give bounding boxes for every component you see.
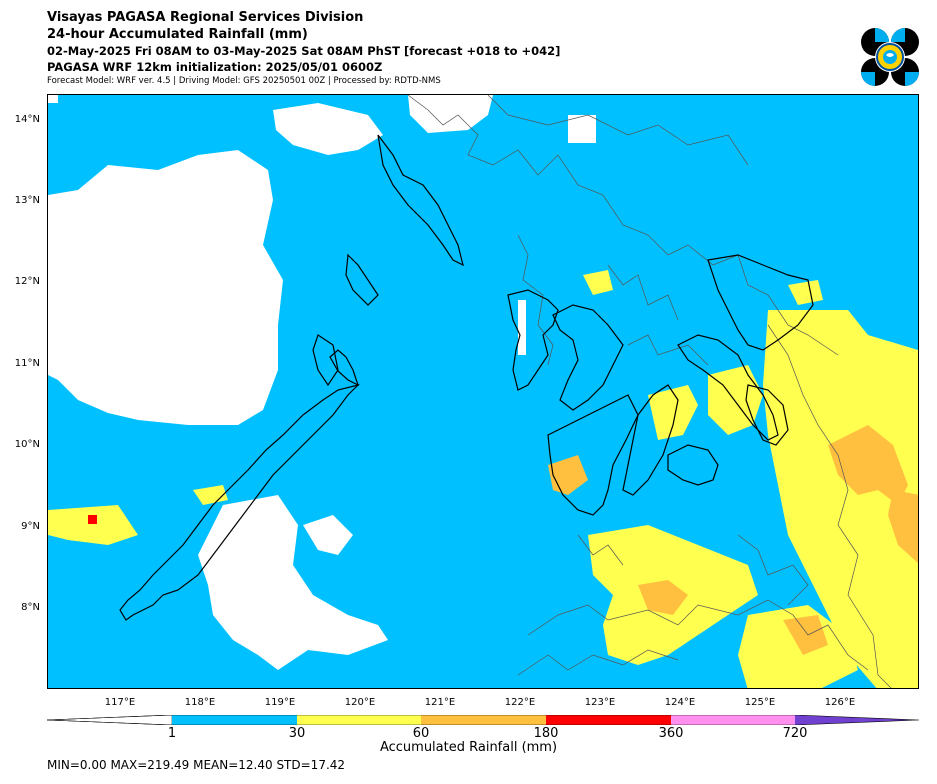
rain-60-south [783,615,828,655]
colorbar-tick-360: 360 [658,726,684,741]
rain-30-east [763,310,918,688]
colorbar-segment-30-60 [297,715,421,725]
rain-60-mindanao [638,580,688,615]
rain-30-palawan-west [48,505,138,545]
colorbar-tick-60: 60 [412,726,430,741]
rain-30-bohol [648,385,698,440]
dry-area-small [303,515,353,555]
rain-30-panay-north [583,270,613,295]
dry-area-southwest [198,495,388,670]
pagasa-logo [861,28,919,86]
dry-area-north [408,95,493,133]
title-initialization: PAGASA WRF 12km initialization: 2025/05/… [47,60,383,74]
lon-label-124e: 124°E [664,697,696,708]
colorbar-tick-1: 1 [167,726,177,741]
lon-label-118e: 118°E [184,697,216,708]
colorbar [47,715,919,725]
rain-60-east-edge [888,490,918,564]
lat-label-9n: 9°N [21,521,40,532]
lon-label-122e: 122°E [504,697,536,708]
dry-area [48,95,58,103]
lat-label-8n: 8°N [21,602,40,613]
title-period: 02-May-2025 Fri 08AM to 03-May-2025 Sat … [47,44,561,58]
lat-label-11n: 11°N [14,358,40,369]
lat-label-13n: 13°N [14,195,40,206]
rainfall-map [47,94,919,689]
colorbar-tick-180: 180 [533,726,559,741]
rainfall-map-canvas [48,95,918,688]
colorbar-segment-above-720 [795,715,919,725]
lon-label-117e: 117°E [104,697,136,708]
colorbar-tick-30: 30 [288,726,306,741]
lon-label-125e: 125°E [744,697,776,708]
lon-label-121e: 121°E [424,697,456,708]
colorbar-segment-60-180 [421,715,546,725]
rain-30-south [738,605,858,688]
dry-area-west [48,150,283,425]
lon-label-119e: 119°E [264,697,296,708]
lon-label-120e: 120°E [344,697,376,708]
dry-area-islet [568,115,596,143]
colorbar-label: Accumulated Rainfall (mm) [379,740,558,755]
title-product: 24-hour Accumulated Rainfall (mm) [47,27,308,42]
title-region: Visayas PAGASA Regional Services Divisio… [47,10,364,25]
rain-60-east [828,425,908,505]
colorbar-tick-720: 720 [782,726,808,741]
title-model-info: Forecast Model: WRF ver. 4.5 | Driving M… [47,76,441,86]
lat-label-10n: 10°N [14,439,40,450]
colorbar-segment-180-360 [546,715,671,725]
statistics-line: MIN=0.00 MAX=219.49 MEAN=12.40 STD=17.42 [47,758,346,772]
lon-label-123e: 123°E [584,697,616,708]
colorbar-segment-1-30 [172,715,297,725]
colorbar-segment-below-1 [47,715,173,725]
rain-30-leyte [708,365,763,435]
lat-label-12n: 12°N [14,276,40,287]
lon-label-126e: 126°E [824,697,856,708]
colorbar-segment-360-720 [671,715,795,725]
dry-areas [48,95,596,670]
rain-30-palawan [193,485,228,505]
heavy-rain-areas [48,270,918,688]
rain-180-max-cell [88,515,97,524]
dry-area-northwest [273,103,383,155]
coastlines-neighbors [407,95,892,688]
coastlines-visayas [119,134,814,621]
rain-30-samar [788,280,823,305]
dry-area-coast [518,300,526,355]
lat-label-14n: 14°N [14,114,40,125]
